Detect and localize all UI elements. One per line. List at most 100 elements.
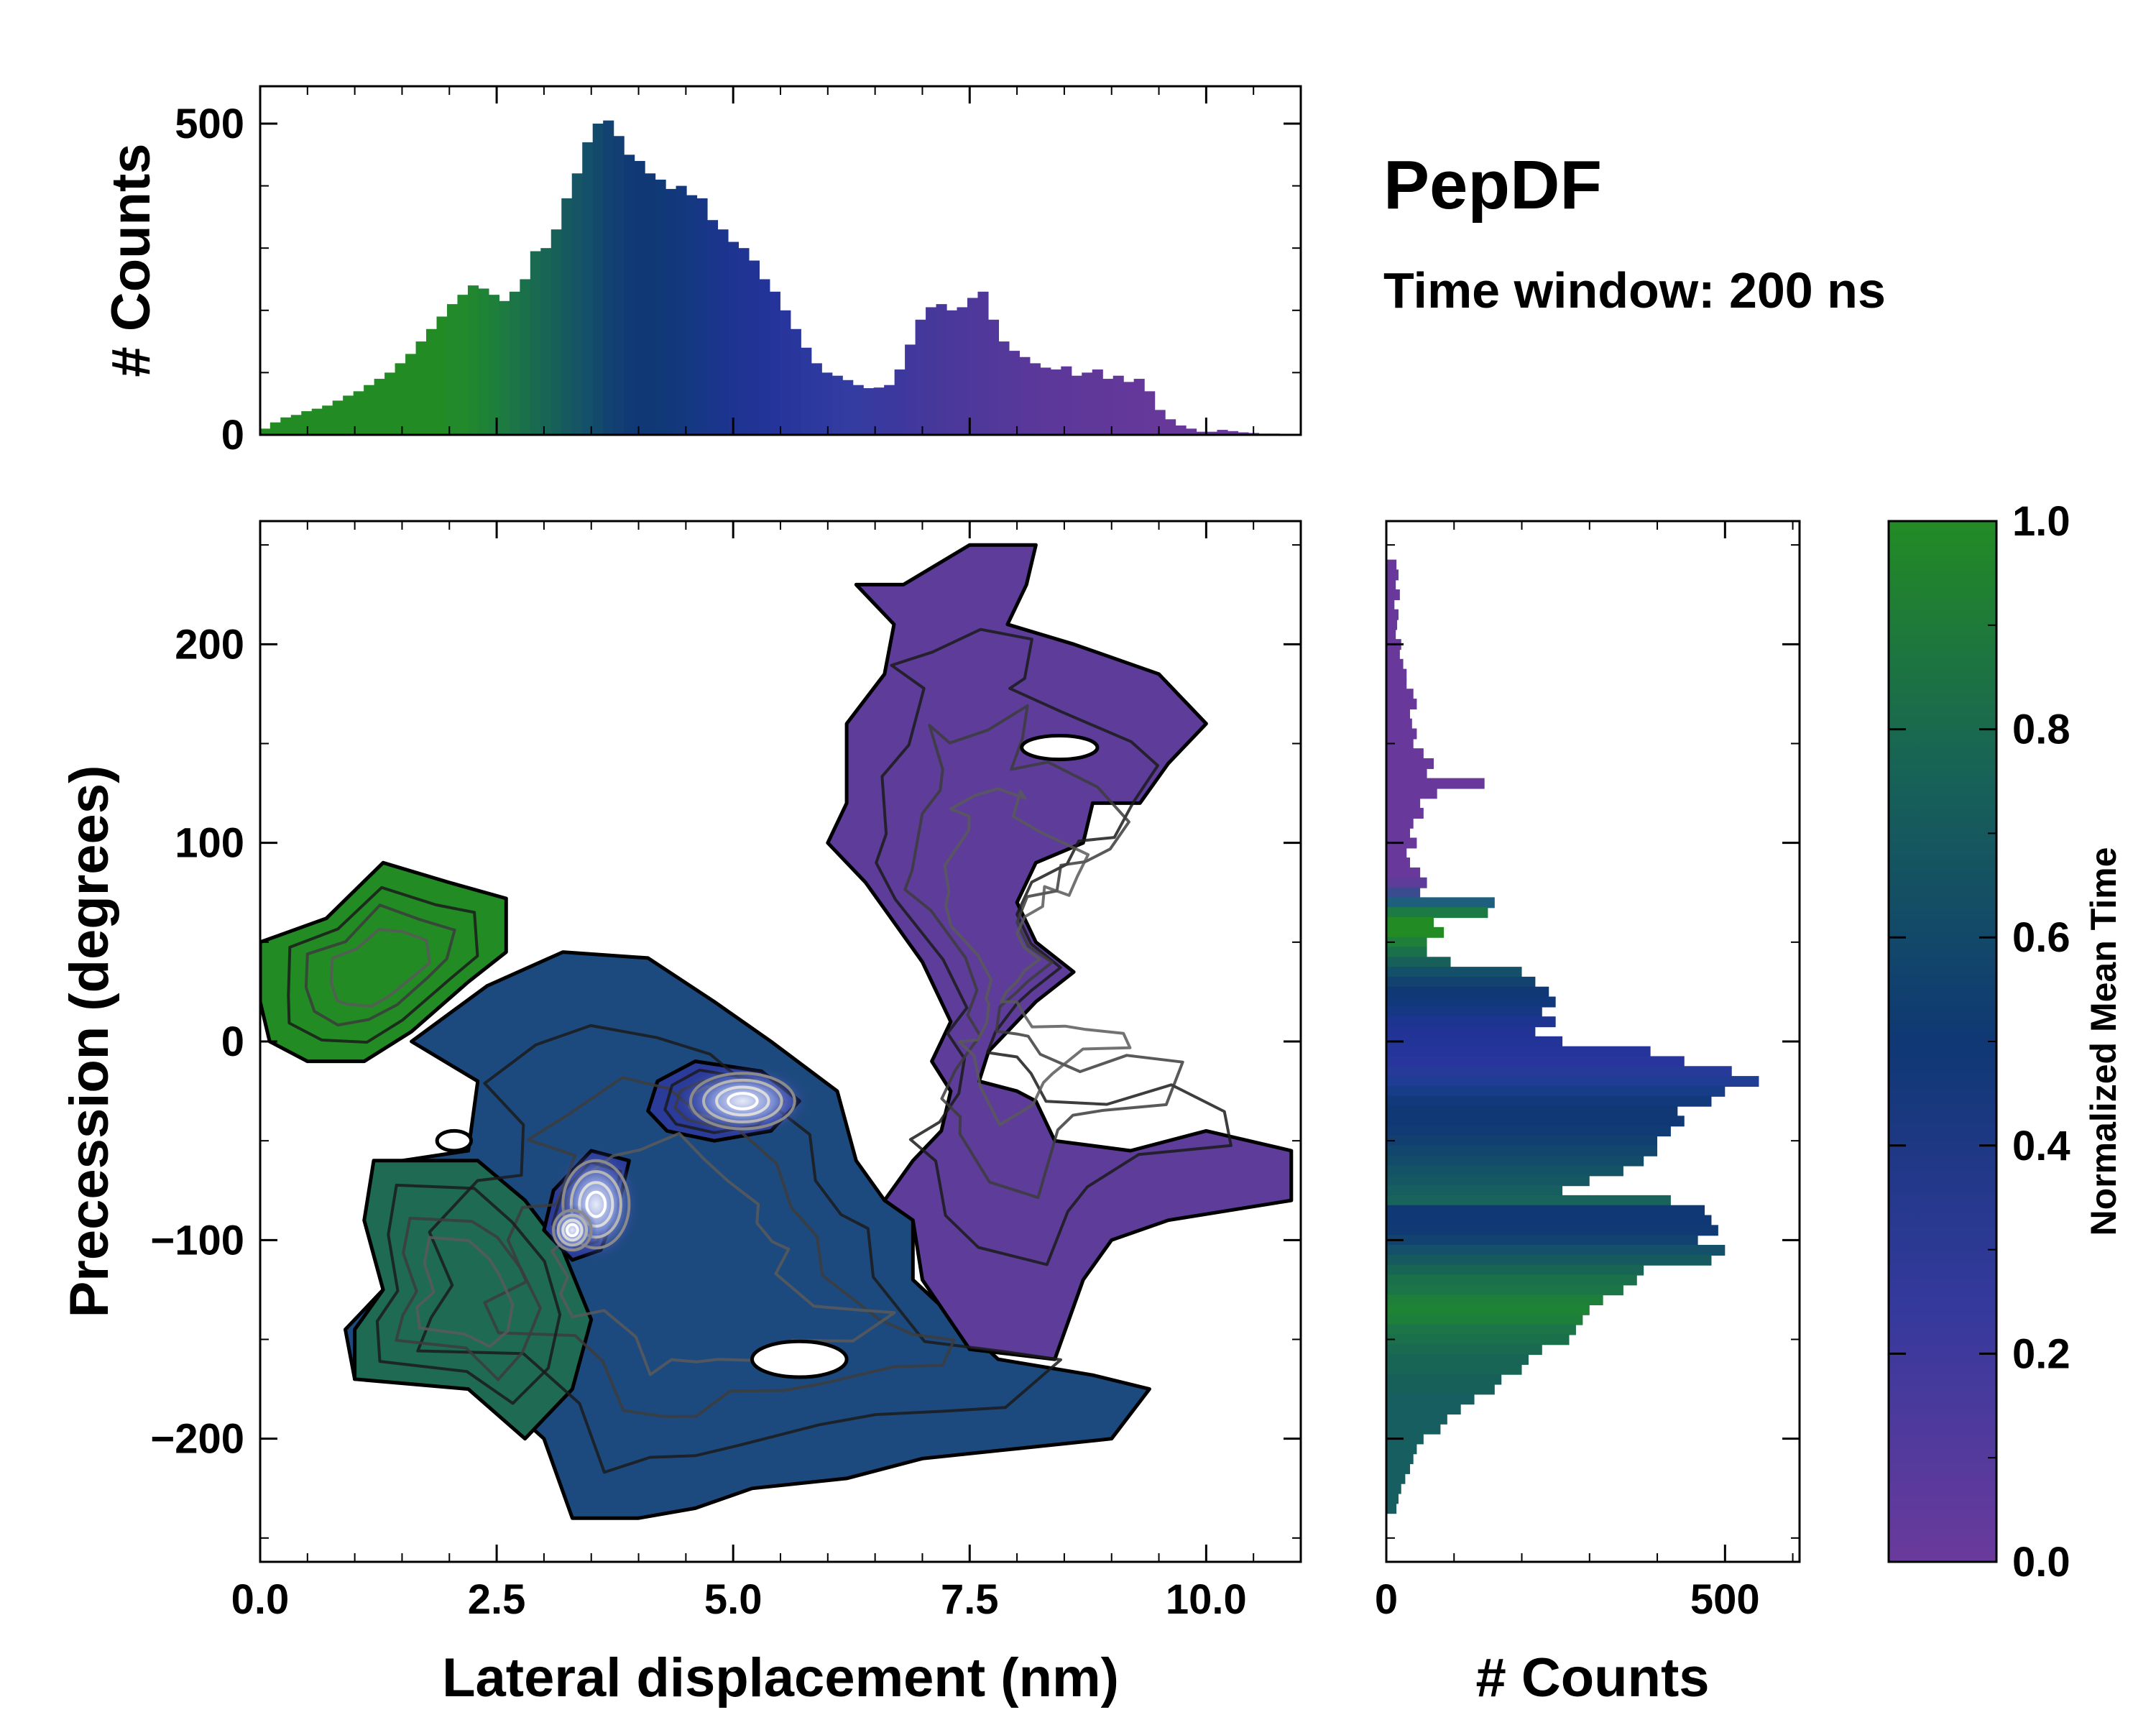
right-histogram-bar: [1386, 1006, 1542, 1018]
right-histogram-bar: [1386, 1503, 1397, 1514]
top-histogram-bar: [842, 380, 854, 435]
top-histogram-bar: [759, 279, 770, 435]
top-histogram-ytick-label: 500: [175, 101, 244, 147]
top-histogram-bar: [592, 123, 604, 435]
right-histogram-bar: [1386, 1175, 1590, 1187]
right-histogram-bar: [1386, 1036, 1563, 1047]
right-histogram-bar: [1386, 827, 1410, 839]
top-histogram-bar: [696, 198, 708, 435]
heatmap-hotspot-contour: [566, 1223, 579, 1238]
top-histogram-bar: [1154, 410, 1166, 435]
heatmap-contour: [375, 1183, 562, 1405]
top-histogram-bar: [364, 385, 375, 435]
right-histogram-bar: [1386, 1215, 1712, 1226]
right-histogram-bar: [1386, 967, 1522, 978]
right-histogram-bar: [1386, 1254, 1712, 1266]
heatmap-hotspot-contour: [552, 1208, 593, 1252]
heatmap-xtick-label: 10.0: [1166, 1576, 1247, 1623]
colorbar-tick-label: 0.6: [2012, 914, 2070, 961]
right-histogram-xlabel: # Counts: [1475, 1647, 1709, 1708]
top-histogram-bars: [260, 120, 1301, 435]
top-histogram-bar: [727, 242, 740, 435]
top-histogram-bar: [790, 328, 801, 435]
right-histogram-xtick-label: 500: [1690, 1576, 1760, 1623]
right-histogram-bar: [1386, 1085, 1726, 1097]
top-histogram-bar: [686, 195, 698, 435]
right-histogram-bar: [1386, 1105, 1678, 1117]
top-histogram-bar: [561, 198, 573, 435]
right-histogram-bar: [1386, 1324, 1576, 1335]
heatmap-contour: [903, 704, 1184, 1200]
right-histogram-bar: [1386, 1205, 1705, 1216]
right-histogram-bar: [1386, 1363, 1522, 1375]
top-histogram-bar: [488, 295, 499, 435]
right-histogram-bar: [1386, 1483, 1401, 1494]
top-histogram-bar: [1175, 426, 1187, 435]
right-histogram-bar: [1386, 1274, 1637, 1286]
heatmap-ytick-label: 200: [175, 621, 244, 668]
heatmap-hotspot: [548, 1204, 597, 1256]
top-histogram-bar: [936, 304, 947, 435]
heatmap-region-purple-upper-right: [826, 543, 1294, 1361]
right-histogram-bar: [1386, 1235, 1698, 1246]
top-histogram-bar: [1238, 432, 1249, 435]
top-histogram-bar: [467, 285, 479, 435]
right-histogram-bar: [1386, 1016, 1556, 1028]
top-histogram-bar: [613, 136, 625, 435]
right-histogram-bar: [1386, 1076, 1759, 1087]
right-histogram-bar: [1386, 629, 1396, 640]
colorbar-tick-label: 0.2: [2012, 1330, 2070, 1377]
top-histogram-bar: [426, 328, 438, 435]
top-histogram-bar: [665, 188, 677, 435]
right-histogram-bar: [1386, 1155, 1644, 1167]
top-histogram-bar: [831, 375, 843, 435]
top-histogram-bar: [645, 173, 656, 435]
heatmap-contour: [329, 928, 431, 1008]
right-histogram-bar: [1386, 1026, 1536, 1037]
right-histogram-bar: [1386, 1463, 1410, 1474]
top-histogram-bar: [509, 291, 520, 435]
top-histogram-bar: [343, 395, 354, 435]
heatmap-hotspot-contour: [727, 1092, 759, 1110]
right-histogram-bar: [1386, 887, 1421, 898]
right-histogram-bar: [1386, 579, 1396, 591]
top-histogram-bar: [1186, 428, 1197, 435]
heatmap-hotspot-contour: [561, 1159, 631, 1250]
right-histogram-bar: [1386, 619, 1398, 630]
heatmap-ylabel: Precession (degrees): [59, 765, 120, 1318]
right-histogram-bar: [1386, 1433, 1424, 1445]
colorbar-gradient: [1887, 520, 1998, 1563]
top-histogram-bar: [1008, 351, 1020, 435]
top-histogram-bar: [374, 379, 385, 435]
colorbar-label: Normalized Mean Time: [2083, 847, 2124, 1236]
colorbar-tick-label: 0.8: [2012, 707, 2070, 753]
top-histogram-bar: [1102, 379, 1114, 435]
top-histogram-bar: [311, 408, 323, 435]
top-histogram-bar: [706, 220, 719, 435]
top-histogram-bar: [290, 415, 302, 435]
heatmap-hotspot-contour: [702, 1078, 783, 1123]
right-histogram-bar: [1386, 1135, 1658, 1146]
colorbar-ticks: 0.0 0.2 0.4 0.6 0.8 1.0: [1889, 498, 2070, 1586]
right-histogram: 0 500 # Counts: [1375, 520, 1801, 1708]
right-histogram-bar: [1386, 699, 1417, 710]
right-histogram-bar: [1386, 1284, 1623, 1296]
colorbar-tick-label: 0.4: [2012, 1123, 2070, 1169]
right-histogram-bar: [1386, 1334, 1570, 1346]
top-histogram-ticks: 0 500: [175, 86, 1301, 459]
top-histogram-bar: [530, 251, 541, 435]
top-histogram-bar: [1082, 372, 1093, 435]
right-histogram-bar: [1386, 1453, 1414, 1465]
top-histogram-bar: [905, 344, 916, 435]
right-histogram-bar: [1386, 778, 1485, 789]
right-histogram-bar: [1386, 718, 1412, 730]
right-histogram-bar: [1386, 1413, 1447, 1425]
top-histogram-bar: [1133, 379, 1145, 435]
right-histogram-bar: [1386, 678, 1407, 690]
right-histogram-bar: [1386, 897, 1495, 908]
heatmap-xlabel: Lateral displacement (nm): [442, 1647, 1119, 1708]
right-histogram-bar: [1386, 708, 1410, 719]
top-histogram-bar: [801, 347, 812, 435]
top-histogram-bar: [1071, 375, 1082, 435]
model-name: PepDF: [1383, 147, 1602, 224]
